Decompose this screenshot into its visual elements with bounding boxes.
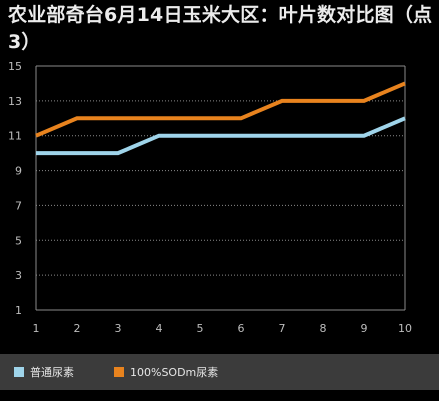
x-tick-label-4: 4 [156,322,163,335]
y-tick-label-5: 5 [15,234,22,247]
legend-label-series-2: 100%SODm尿素 [130,366,219,379]
legend-swatch-series-1 [14,367,24,377]
bottom-strip [0,390,439,401]
x-tick-label-7: 7 [279,322,286,335]
y-tick-label-11: 11 [8,130,22,143]
series-line-2 [35,81,406,138]
x-tick-label-5: 5 [197,322,204,335]
series-line-1 [36,116,406,156]
x-tick-label-1: 1 [33,322,40,335]
y-tick-label-1: 1 [15,304,22,317]
y-tick-label-9: 9 [15,165,22,178]
legend-item-series-2: 100%SODm尿素 [114,364,218,380]
x-tick-label-10: 10 [398,322,412,335]
x-tick-label-6: 6 [238,322,245,335]
y-tick-label-3: 3 [15,269,22,282]
legend-label-series-1: 普通尿素 [30,366,74,379]
x-tick-label-8: 8 [320,322,327,335]
legend-item-series-1: 普通尿素 [14,364,74,380]
x-tick-label-9: 9 [361,322,368,335]
x-tick-label-2: 2 [74,322,81,335]
y-tick-label-7: 7 [15,199,22,212]
legend-swatch-series-2 [114,367,124,377]
x-tick-label-3: 3 [115,322,122,335]
chart-title: 农业部奇台6月14日玉米大区：叶片数对比图（点3） [8,4,433,53]
y-tick-label-15: 15 [8,60,22,73]
legend: 普通尿素 100%SODm尿素 [0,354,439,390]
y-tick-label-13: 13 [8,95,22,108]
